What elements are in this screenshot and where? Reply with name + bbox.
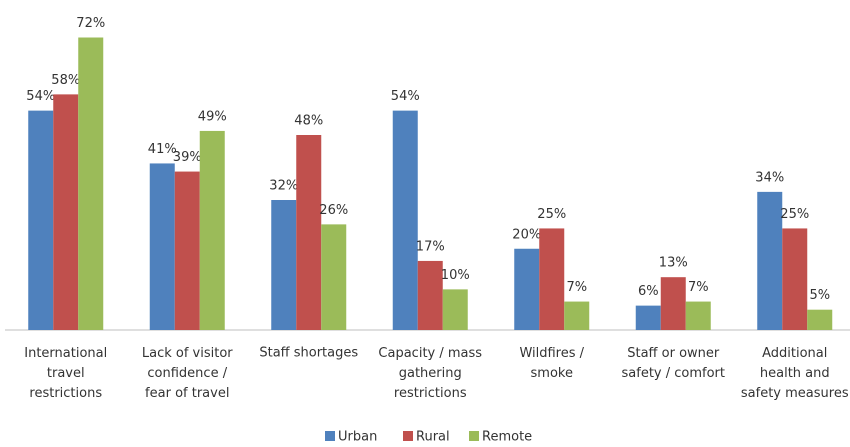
value-label: 13% [659,256,688,271]
bar [564,301,590,330]
bar [442,289,468,330]
value-label: 39% [173,150,202,165]
x-tick-label: Lack of visitor confidence / fear of trave… [142,346,233,401]
value-label: 26% [319,203,348,218]
value-label: 48% [294,114,323,129]
legend-swatch [469,431,479,441]
value-label: 32% [269,179,298,194]
value-label: 17% [416,239,445,254]
value-label: 49% [198,109,227,124]
x-tick-label: Staff shortages [259,346,358,361]
x-tick-label: Additional health and safety measures [741,346,849,401]
value-label: 54% [26,89,55,104]
value-label: 25% [780,207,809,222]
value-label: 34% [755,170,784,185]
bar [78,37,104,330]
x-tick-label: Staff or owner safety / comfort [622,346,726,381]
value-label: 54% [391,89,420,104]
value-label: 6% [638,284,659,299]
value-label: 10% [441,268,470,283]
bar [392,110,418,330]
bar [321,224,347,330]
bar [296,135,322,330]
value-label: 5% [809,288,830,303]
bar [807,309,833,330]
bar [635,305,661,330]
value-label: 7% [688,280,709,295]
bar [757,191,783,330]
x-tick-label: Wildfires / smoke [519,346,584,381]
bar [28,110,54,330]
bar [685,301,711,330]
bar [199,130,225,330]
value-label: 25% [537,207,566,222]
value-label: 58% [51,73,80,88]
bar [539,228,565,330]
legend-label: Rural [416,430,450,445]
bar [271,200,297,330]
legend-label: Remote [482,430,532,445]
x-tick-label: Capacity / mass gathering restrictions [378,346,482,401]
bar [149,163,175,330]
x-tick-label: International travel restrictions [24,346,107,401]
value-label: 7% [566,280,587,295]
bar [53,94,79,330]
legend-label: Urban [338,430,377,445]
value-label: 41% [148,142,177,157]
bar [660,277,686,330]
legend-swatch [325,431,335,441]
bar [782,228,808,330]
value-label: 72% [76,16,105,31]
bar [174,171,200,330]
bar [417,260,443,330]
value-label: 20% [512,227,541,242]
legend-swatch [403,431,413,441]
bar [514,248,540,330]
